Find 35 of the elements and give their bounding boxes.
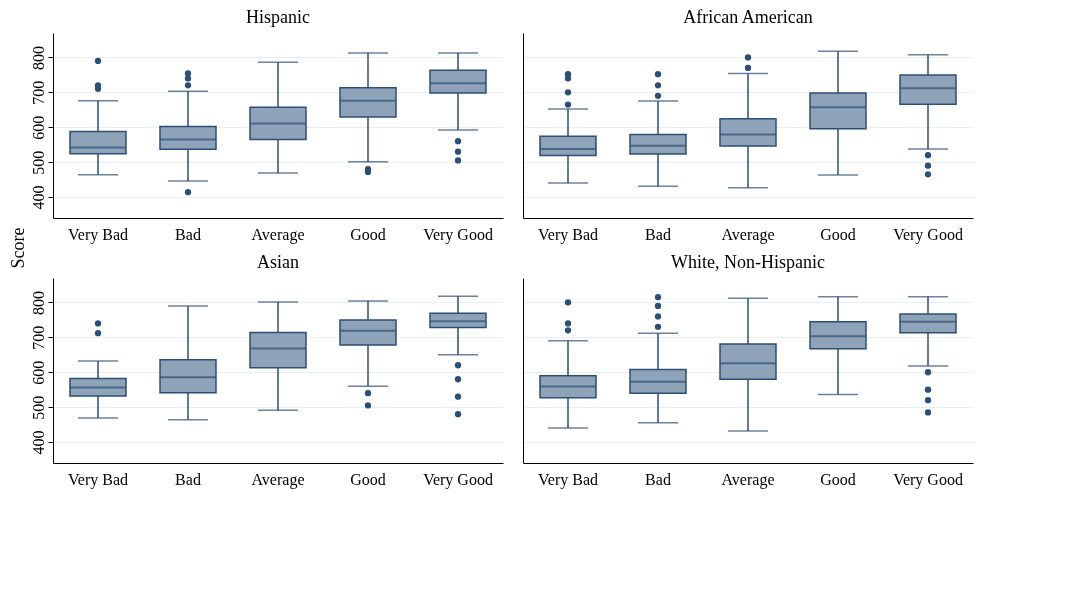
chart-title: Asian bbox=[257, 252, 299, 272]
x-tick-label: Very Bad bbox=[538, 225, 598, 244]
x-tick-label: Average bbox=[721, 225, 775, 244]
x-tick-label: Bad bbox=[175, 470, 201, 488]
chart-title: White, Non-Hispanic bbox=[671, 252, 825, 272]
y-tick-label: 400 bbox=[29, 185, 47, 210]
x-tick-label: Good bbox=[350, 470, 386, 488]
x-tick-label: Average bbox=[251, 225, 305, 244]
x-tick-label: Very Good bbox=[893, 470, 963, 489]
x-tick-label: Average bbox=[251, 470, 305, 489]
x-tick-label: Bad bbox=[645, 225, 671, 243]
x-tick-label: Bad bbox=[175, 225, 201, 243]
chart-title: African American bbox=[683, 7, 813, 27]
y-tick-label: 500 bbox=[29, 150, 47, 175]
y-tick-label: 600 bbox=[29, 115, 47, 140]
y-tick-label: 700 bbox=[29, 325, 47, 350]
x-tick-label: Good bbox=[820, 470, 856, 488]
x-tick-label: Very Good bbox=[893, 225, 963, 244]
y-axis-title: Score bbox=[8, 227, 28, 269]
y-tick-label: 800 bbox=[29, 45, 47, 70]
x-tick-label: Good bbox=[350, 225, 386, 243]
y-tick-label: 700 bbox=[29, 80, 47, 105]
chart-title: Hispanic bbox=[246, 7, 310, 27]
y-tick-label: 600 bbox=[29, 360, 47, 385]
x-tick-label: Very Bad bbox=[538, 470, 598, 489]
x-tick-label: Very Good bbox=[423, 225, 493, 244]
x-tick-label: Very Bad bbox=[68, 225, 128, 244]
x-tick-label: Average bbox=[721, 470, 775, 489]
x-tick-label: Good bbox=[820, 225, 856, 243]
x-tick-label: Very Good bbox=[423, 470, 493, 489]
x-tick-label: Very Bad bbox=[68, 470, 128, 489]
y-tick-label: 400 bbox=[29, 430, 47, 455]
x-tick-label: Bad bbox=[645, 470, 671, 488]
y-tick-label: 800 bbox=[29, 290, 47, 315]
y-tick-label: 500 bbox=[29, 395, 47, 420]
